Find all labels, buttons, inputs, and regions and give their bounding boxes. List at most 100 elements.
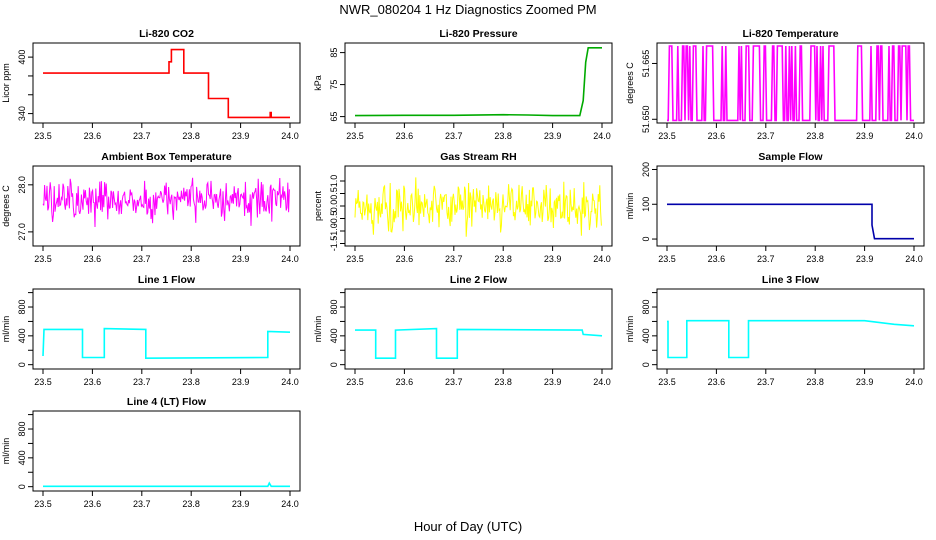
panel-title: Ambient Box Temperature: [101, 151, 232, 163]
series-line: [43, 48, 290, 119]
y-tick-label: 200: [641, 162, 651, 177]
y-tick-label: 800: [17, 300, 27, 315]
panel-5: Gas Stream RH percent 23.5 23.6 23.7 23.8 23.9…: [313, 151, 613, 264]
x-tick-label: 23.7: [133, 377, 151, 387]
x-tick-label: 23.7: [757, 131, 775, 141]
x-tick-label: 23.5: [658, 254, 676, 264]
y-axis-label: degrees C: [1, 185, 11, 227]
x-tick-label: 23.7: [445, 131, 463, 141]
y-tick-label: 0: [329, 362, 339, 367]
y-tick-label: 800: [17, 422, 27, 437]
y-tick-label: 400: [641, 328, 651, 343]
y-axis-label: Licor ppm: [1, 63, 11, 103]
x-tick-label: 24.0: [593, 254, 611, 264]
x-tick-label: 24.0: [281, 254, 299, 264]
x-tick-label: 23.6: [396, 131, 414, 141]
x-tick-label: 23.7: [445, 377, 463, 387]
x-tick-label: 23.6: [708, 131, 726, 141]
series-line: [43, 481, 290, 488]
panel-title: Line 3 Flow: [762, 274, 820, 286]
x-tick-label: 23.9: [232, 254, 250, 264]
x-tick-label: 23.5: [34, 131, 52, 141]
x-tick-label: 23.6: [84, 131, 102, 141]
panel-title: Li-820 Temperature: [742, 28, 838, 40]
y-tick-label: 0: [641, 362, 651, 367]
series-line: [42, 177, 290, 228]
x-tick-label: 24.0: [905, 131, 923, 141]
panel-10: Line 4 (LT) Flow ml/min 23.5 23.6 23.7 23.8 23…: [1, 396, 301, 509]
x-tick-label: 24.0: [593, 131, 611, 141]
y-tick-label: 28.0: [17, 176, 27, 194]
y-tick-label: -1.5: [329, 236, 339, 252]
panel-6: Sample Flow ml/min 23.5 23.6 23.7 23.8 23.9 24.…: [625, 151, 925, 264]
x-tick-label: 23.7: [757, 377, 775, 387]
figure-title: NWR_080204 1 Hz Diagnostics Zoomed PM: [339, 2, 596, 17]
panel-title: Li-820 Pressure: [439, 28, 517, 40]
y-tick-label: 51.650: [641, 106, 651, 134]
panel-grid: Li-820 CO2 Licor ppm 23.5 23.6 23.7 23.8 23.9 2…: [1, 28, 925, 509]
series-line: [354, 46, 602, 117]
x-tick-label: 23.5: [346, 377, 364, 387]
x-tick-label: 23.6: [84, 377, 102, 387]
x-tick-label: 23.9: [856, 254, 874, 264]
x-tick-label: 23.7: [445, 254, 463, 264]
x-tick-label: 23.6: [84, 254, 102, 264]
x-tick-label: 23.8: [182, 131, 200, 141]
x-tick-label: 24.0: [905, 377, 923, 387]
x-tick-label: 24.0: [281, 377, 299, 387]
x-tick-label: 23.5: [658, 377, 676, 387]
panel-8: Line 2 Flow ml/min 23.5 23.6 23.7 23.8 23.9 24.…: [313, 274, 613, 387]
x-tick-label: 23.7: [757, 254, 775, 264]
y-tick-label: 100: [641, 197, 651, 212]
series-line: [667, 319, 915, 359]
x-tick-label: 23.8: [806, 377, 824, 387]
y-tick-label: 0.0: [329, 200, 339, 213]
y-tick-label: 800: [329, 300, 339, 315]
series-line: [354, 177, 602, 237]
panel-1: Li-820 CO2 Licor ppm 23.5 23.6 23.7 23.8 23.9 2…: [1, 28, 301, 141]
panel-7: Line 1 Flow ml/min 23.5 23.6 23.7 23.8 23.9 24.…: [1, 274, 301, 387]
x-tick-label: 23.7: [133, 254, 151, 264]
plot-frame: [656, 165, 925, 247]
x-tick-label: 23.8: [806, 254, 824, 264]
y-axis-label: ml/min: [1, 316, 11, 343]
plot-frame: [656, 42, 925, 124]
plot-frame: [32, 288, 301, 370]
y-tick-label: 0: [17, 362, 27, 367]
y-tick-label: 0: [641, 237, 651, 242]
x-tick-label: 23.6: [708, 377, 726, 387]
plot-frame: [32, 165, 301, 247]
y-axis-label: ml/min: [1, 438, 11, 465]
x-tick-label: 23.9: [856, 377, 874, 387]
x-tick-label: 23.7: [133, 499, 151, 509]
plot-frame: [32, 42, 301, 124]
y-tick-label: -0.5: [329, 211, 339, 227]
y-tick-label: 27.0: [17, 223, 27, 241]
x-tick-label: 23.8: [494, 254, 512, 264]
y-tick-label: 75: [329, 80, 339, 90]
panel-title: Li-820 CO2: [139, 28, 194, 40]
x-tick-label: 23.9: [856, 131, 874, 141]
x-tick-label: 23.8: [182, 499, 200, 509]
x-tick-label: 23.5: [34, 377, 52, 387]
x-tick-label: 23.8: [182, 254, 200, 264]
y-tick-label: 1.0: [329, 175, 339, 188]
x-tick-label: 23.5: [34, 499, 52, 509]
x-tick-label: 23.9: [544, 131, 562, 141]
plot-frame: [656, 288, 925, 370]
y-axis-label: ml/min: [313, 316, 323, 343]
x-tick-label: 23.5: [346, 131, 364, 141]
series-line: [355, 327, 603, 360]
panel-3: Li-820 Temperature degrees C 23.5 23.6 23.7 2…: [625, 28, 925, 141]
panel-title: Gas Stream RH: [440, 151, 516, 163]
y-tick-label: -1.0: [329, 223, 339, 239]
panel-title: Line 1 Flow: [138, 274, 196, 286]
series-line: [42, 327, 291, 360]
x-tick-label: 23.6: [396, 254, 414, 264]
panel-title: Sample Flow: [758, 151, 823, 163]
x-tick-label: 23.9: [544, 254, 562, 264]
x-tick-label: 23.6: [396, 377, 414, 387]
panel-title: Line 2 Flow: [450, 274, 508, 286]
y-axis-label: ml/min: [625, 193, 635, 220]
y-tick-label: 85: [329, 48, 339, 58]
